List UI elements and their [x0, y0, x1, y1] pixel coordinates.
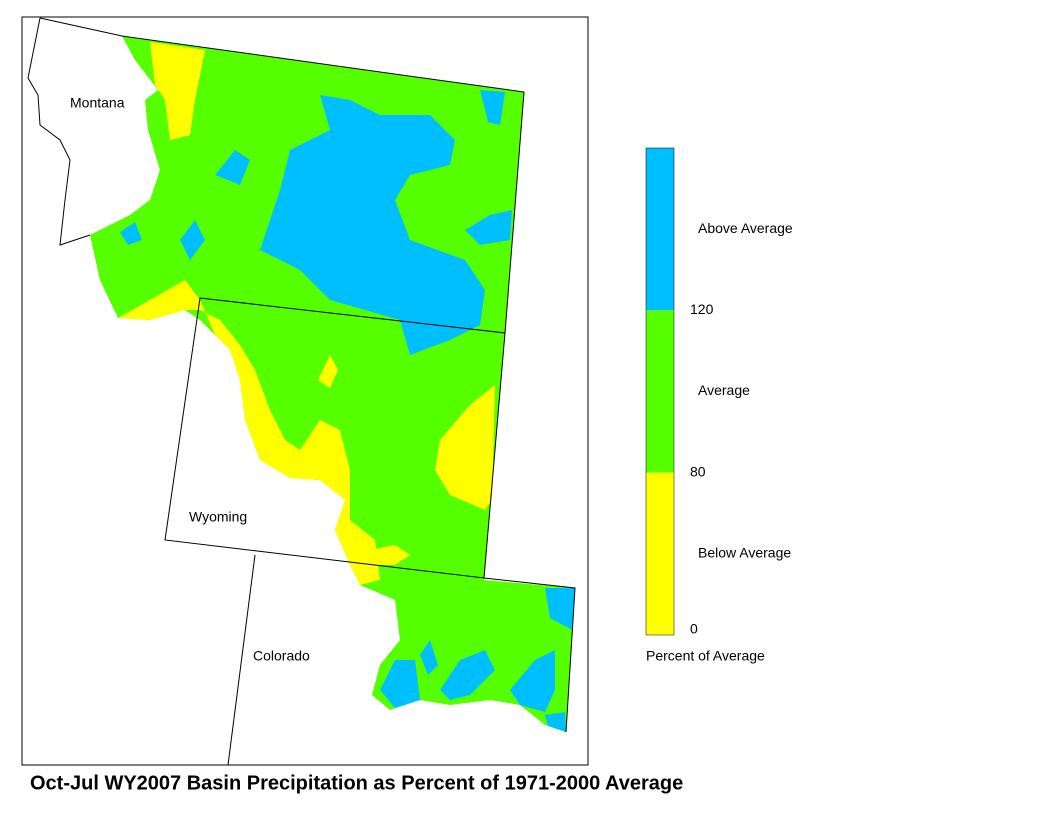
- basin-above: [215, 150, 250, 185]
- basin-above: [420, 640, 438, 675]
- basin-above: [120, 222, 142, 245]
- colorado-border: [483, 577, 576, 733]
- basin-above: [260, 95, 485, 355]
- legend-tick-label: 0: [690, 621, 698, 637]
- state-label: Montana: [70, 95, 125, 111]
- legend-label: Average: [698, 382, 750, 398]
- basin-below: [370, 545, 410, 565]
- montana-border: [27, 17, 91, 246]
- legend-tick-label: 80: [690, 463, 706, 479]
- basin-below: [435, 385, 495, 510]
- basin-above: [545, 588, 575, 630]
- basin-above: [180, 220, 205, 260]
- montana-border: [39, 17, 525, 334]
- basin-above: [545, 712, 566, 732]
- basin-below: [118, 280, 380, 585]
- basin-above: [510, 650, 555, 712]
- legend-tick-label: 120: [690, 301, 714, 317]
- legend-swatch: [646, 148, 674, 311]
- legend-label: Above Average: [698, 220, 793, 236]
- basin-average: [90, 36, 575, 732]
- state-label: Wyoming: [189, 509, 247, 525]
- legend-swatch: [646, 310, 674, 473]
- colorado-border: [227, 554, 256, 766]
- legend-caption: Percent of Average: [646, 648, 765, 664]
- basin-above: [440, 650, 495, 700]
- basin-above: [380, 660, 420, 708]
- legend-label: Below Average: [698, 545, 791, 561]
- legend-swatch: [646, 472, 674, 635]
- legend-frame: [645, 147, 675, 636]
- legend: Above Average Average Below Average 120 80 0: [645, 147, 793, 637]
- basin-above: [480, 90, 505, 125]
- state-label: Colorado: [253, 648, 310, 664]
- basin-below: [318, 355, 338, 388]
- map-title: Oct-Jul WY2007 Basin Precipitation as Pe…: [30, 772, 683, 794]
- basin-above: [465, 210, 512, 245]
- basin-below: [150, 42, 205, 140]
